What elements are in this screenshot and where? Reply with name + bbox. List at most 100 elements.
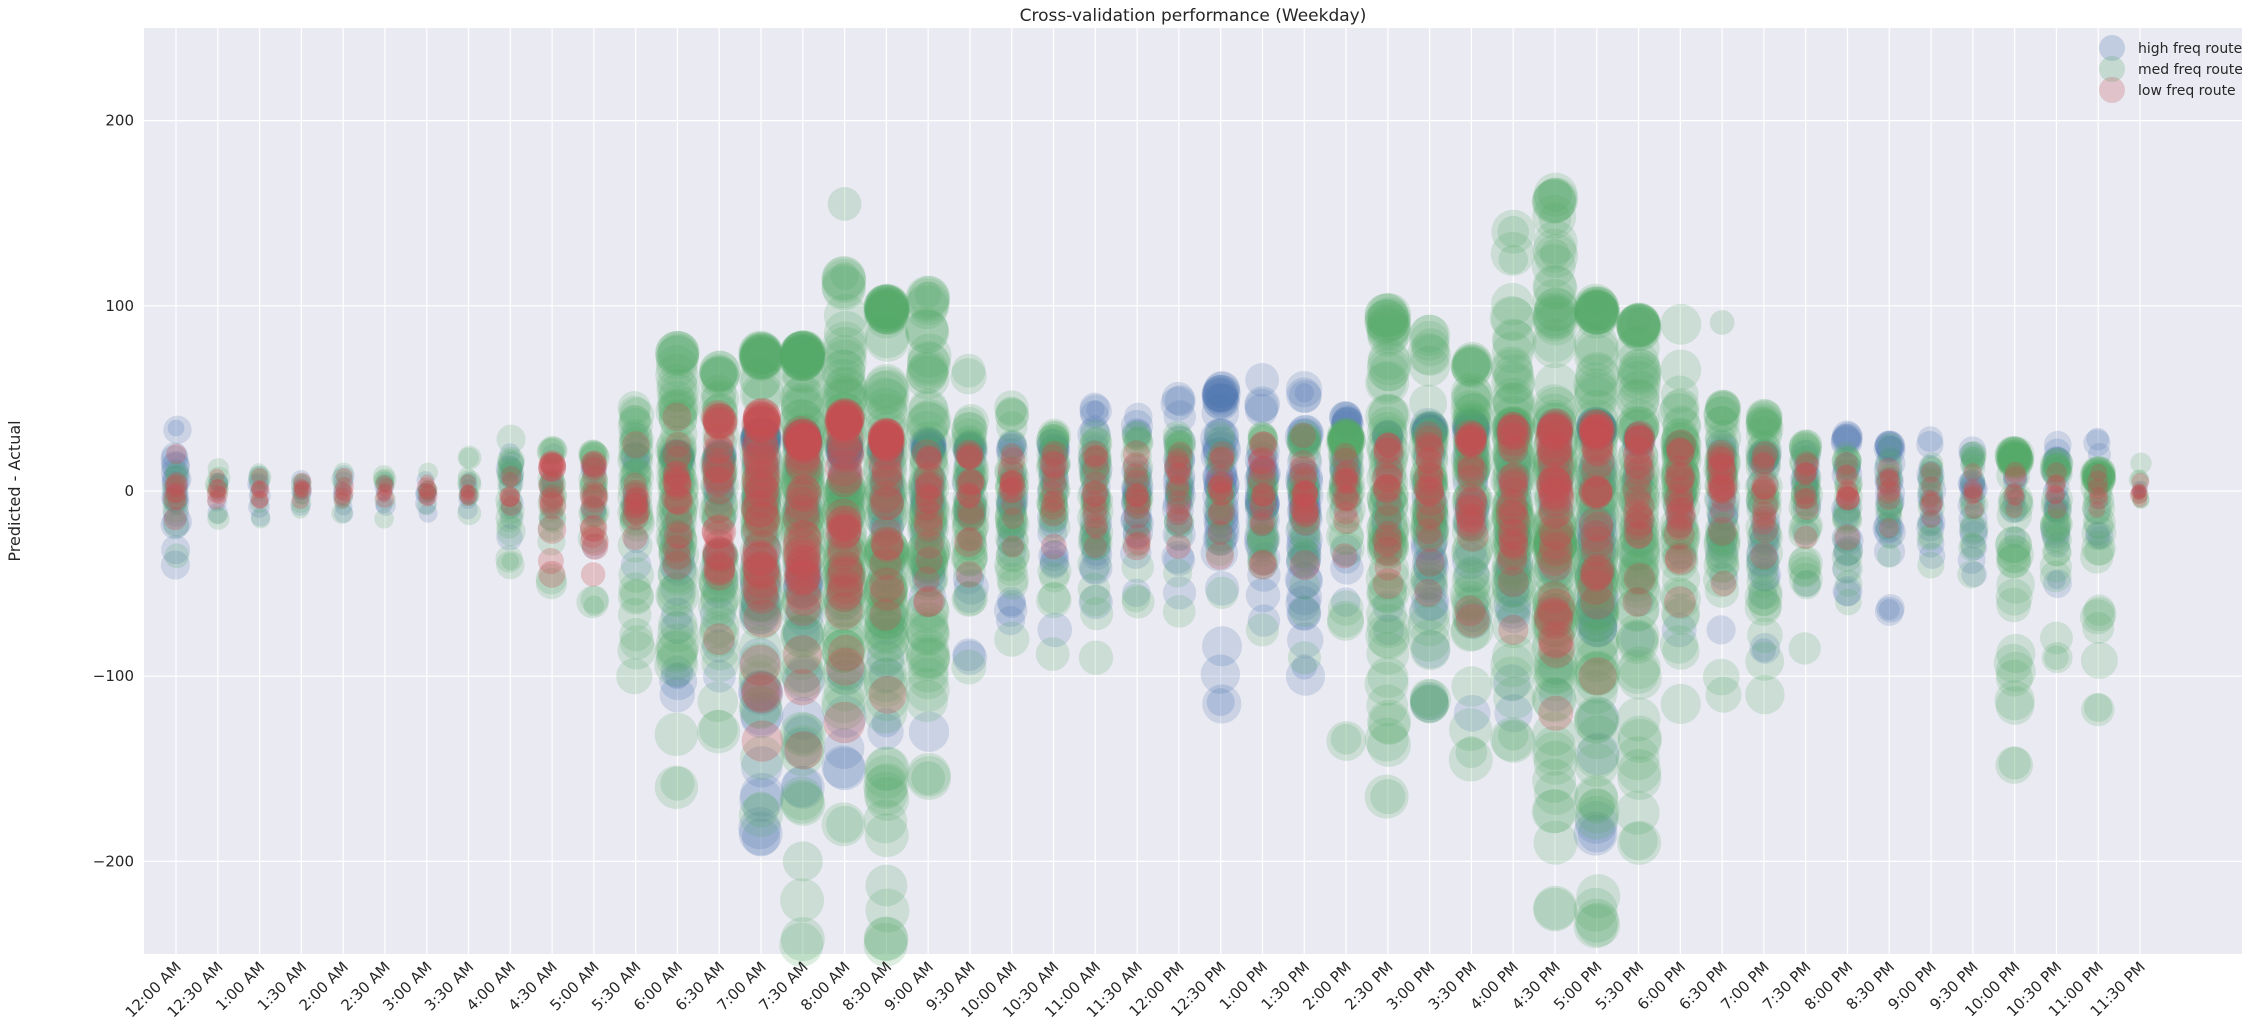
data-point <box>658 531 696 569</box>
data-point <box>1289 477 1322 509</box>
data-point <box>1413 549 1449 586</box>
data-point <box>779 586 824 631</box>
data-point <box>1452 426 1490 463</box>
data-point <box>1919 491 1943 515</box>
data-point <box>867 713 904 750</box>
data-point <box>821 417 866 462</box>
data-point <box>741 471 783 513</box>
data-point <box>863 387 908 432</box>
data-point <box>1617 306 1662 351</box>
data-point <box>783 418 823 458</box>
data-point <box>699 445 738 484</box>
data-point <box>869 545 906 582</box>
data-point <box>2086 468 2112 495</box>
data-point <box>700 374 737 411</box>
data-point <box>953 430 989 465</box>
data-point <box>1411 474 1450 513</box>
data-point <box>1748 589 1782 623</box>
data-point <box>914 495 940 521</box>
data-point <box>166 443 187 465</box>
data-point <box>333 462 354 483</box>
data-point <box>1616 302 1661 347</box>
data-point <box>206 475 229 499</box>
data-point <box>827 455 862 490</box>
data-point <box>1498 542 1532 576</box>
data-point <box>579 481 609 511</box>
data-point <box>1327 418 1365 456</box>
data-point <box>1373 477 1403 507</box>
data-point <box>1409 683 1450 723</box>
data-point <box>785 421 822 459</box>
data-point <box>1661 417 1700 455</box>
data-point <box>1746 400 1783 437</box>
data-point <box>1745 483 1781 518</box>
data-point <box>1917 511 1943 537</box>
data-point <box>1409 334 1451 376</box>
data-point <box>657 554 700 596</box>
data-point <box>1746 545 1780 579</box>
data-point <box>1454 587 1489 621</box>
data-point <box>1495 552 1529 586</box>
data-point <box>1454 428 1491 465</box>
data-point <box>1454 487 1491 524</box>
data-point <box>1658 392 1700 435</box>
data-point <box>782 413 827 458</box>
data-point <box>620 579 654 613</box>
data-point <box>1373 489 1404 520</box>
data-point <box>740 735 785 780</box>
data-point <box>579 439 608 469</box>
data-point <box>1164 451 1192 479</box>
data-point <box>706 478 735 507</box>
data-point <box>658 533 696 571</box>
data-point <box>1410 561 1448 600</box>
data-point <box>1876 494 1903 521</box>
data-point <box>1202 459 1238 495</box>
data-point <box>1998 439 2033 473</box>
data-point <box>1454 479 1492 517</box>
data-point <box>1573 283 1618 328</box>
data-point <box>1792 570 1822 600</box>
data-point <box>1165 429 1193 457</box>
data-point <box>1536 549 1570 583</box>
data-point <box>1573 424 1618 469</box>
data-point <box>1123 481 1152 510</box>
data-point <box>740 498 780 538</box>
data-point <box>700 453 738 490</box>
data-point <box>827 472 861 506</box>
data-point <box>1703 396 1740 433</box>
data-point <box>1492 406 1533 446</box>
data-point <box>1166 467 1194 495</box>
data-point <box>1746 468 1783 505</box>
data-point <box>864 619 909 664</box>
data-point <box>2044 488 2071 514</box>
data-point <box>2132 490 2150 509</box>
data-point <box>619 423 654 458</box>
data-point <box>738 579 782 623</box>
data-point <box>1958 516 1988 545</box>
data-point <box>1490 346 1533 388</box>
data-point <box>825 378 868 421</box>
data-point <box>1663 468 1700 504</box>
data-point <box>1746 478 1779 512</box>
data-point <box>1456 416 1489 449</box>
data-point <box>1285 513 1321 549</box>
data-point <box>1038 458 1066 486</box>
data-point <box>1248 499 1280 530</box>
data-point <box>1329 453 1361 485</box>
data-point <box>702 560 739 597</box>
data-point <box>871 480 903 512</box>
data-point <box>1960 496 1985 521</box>
data-point <box>740 568 782 610</box>
data-point <box>654 765 699 810</box>
data-point <box>1533 301 1578 346</box>
data-point <box>1959 474 1988 504</box>
data-point <box>2087 443 2111 467</box>
data-point <box>1997 441 2034 479</box>
data-point <box>1538 449 1571 482</box>
data-point <box>618 458 654 495</box>
data-point <box>781 579 824 623</box>
data-point <box>783 567 825 608</box>
data-point <box>1790 436 1821 467</box>
data-point <box>1203 371 1240 409</box>
data-point <box>1121 585 1155 619</box>
